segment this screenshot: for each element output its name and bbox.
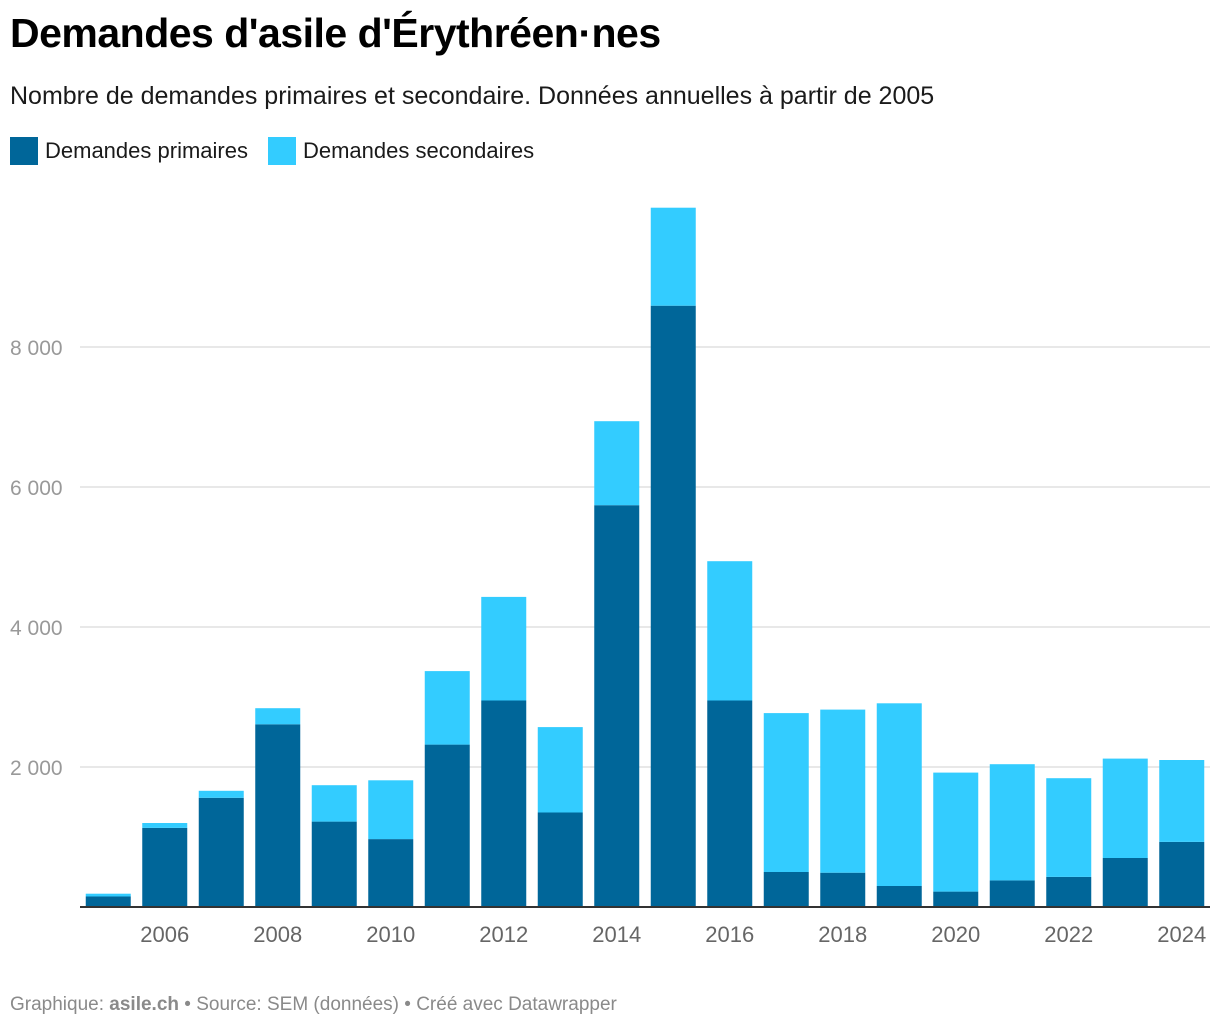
- bar-primary-2019: [876, 886, 922, 907]
- ytick-label-2000: 2 000: [10, 757, 63, 780]
- xtick-label-2024: 2024: [1157, 922, 1206, 947]
- bar-secondary-2015: [650, 207, 696, 306]
- bar-secondary-2012: [481, 596, 527, 701]
- footer: Graphique: asile.ch • Source: SEM (donné…: [10, 994, 617, 1016]
- bar-secondary-2011: [424, 671, 470, 745]
- bar-secondary-2005: [85, 893, 131, 897]
- xtick-label-2008: 2008: [253, 922, 302, 947]
- bar-primary-2023: [1102, 858, 1148, 907]
- legend-label-primary: Demandes primaires: [45, 138, 248, 163]
- xtick-label-2016: 2016: [705, 922, 754, 947]
- xtick-label-2018: 2018: [818, 922, 867, 947]
- bar-secondary-2009: [311, 785, 357, 822]
- bar-secondary-2006: [142, 823, 188, 828]
- bar-secondary-2013: [537, 727, 583, 813]
- xtick-label-2020: 2020: [931, 922, 980, 947]
- bar-primary-2017: [763, 872, 809, 907]
- xtick-label-2022: 2022: [1044, 922, 1093, 947]
- chart-title: Demandes d'asile d'Érythréen·nes: [10, 10, 661, 56]
- footer-brand: asile.ch: [109, 994, 180, 1015]
- bar-primary-2016: [707, 700, 753, 907]
- legend: Demandes primaires Demandes secondaires: [10, 137, 554, 165]
- xtick-label-2014: 2014: [592, 922, 641, 947]
- bar-primary-2005: [85, 896, 131, 907]
- bar-primary-2021: [989, 880, 1035, 907]
- bar-primary-2018: [820, 872, 866, 907]
- bar-secondary-2020: [933, 772, 979, 892]
- bar-primary-2015: [650, 305, 696, 907]
- legend-swatch-primary: [10, 137, 38, 165]
- xtick-label-2010: 2010: [366, 922, 415, 947]
- ytick-label-8000: 8 000: [10, 337, 63, 360]
- bar-primary-2011: [424, 744, 470, 907]
- bar-primary-2007: [198, 797, 244, 907]
- footer-source: • Source: SEM (données) • Créé avec Data…: [179, 994, 617, 1015]
- bar-primary-2006: [142, 827, 188, 907]
- bar-primary-2022: [1046, 876, 1092, 907]
- legend-swatch-secondary: [267, 137, 296, 165]
- chart-subtitle: Nombre de demandes primaires et secondai…: [10, 82, 935, 110]
- bar-secondary-2008: [255, 708, 301, 725]
- legend-item-primary: Demandes primaires: [10, 137, 248, 165]
- legend-label-secondary: Demandes secondaires: [302, 138, 535, 163]
- bar-secondary-2007: [198, 790, 244, 798]
- bar-primary-2014: [594, 505, 640, 907]
- bar-primary-2012: [481, 700, 527, 907]
- bar-secondary-2021: [989, 764, 1035, 881]
- bar-secondary-2024: [1159, 760, 1205, 842]
- xtick-label-2012: 2012: [479, 922, 528, 947]
- bar-secondary-2019: [876, 703, 922, 886]
- bar-primary-2010: [368, 839, 414, 907]
- bar-secondary-2023: [1102, 758, 1148, 858]
- legend-item-secondary: Demandes secondaires: [267, 137, 535, 165]
- bar-primary-2024: [1159, 841, 1205, 907]
- bar-secondary-2017: [763, 713, 809, 872]
- footer-prefix: Graphique:: [10, 994, 110, 1015]
- bar-secondary-2018: [820, 709, 866, 873]
- bar-secondary-2010: [368, 780, 414, 840]
- ytick-label-6000: 6 000: [10, 477, 63, 500]
- bar-secondary-2014: [594, 421, 640, 506]
- bar-secondary-2016: [707, 561, 753, 701]
- bar-primary-2009: [311, 821, 357, 907]
- bar-primary-2020: [933, 891, 979, 907]
- bar-primary-2013: [537, 812, 583, 907]
- bar-secondary-2022: [1046, 778, 1092, 877]
- ytick-label-4000: 4 000: [10, 617, 63, 640]
- bar-primary-2008: [255, 724, 301, 907]
- xtick-label-2006: 2006: [140, 922, 189, 947]
